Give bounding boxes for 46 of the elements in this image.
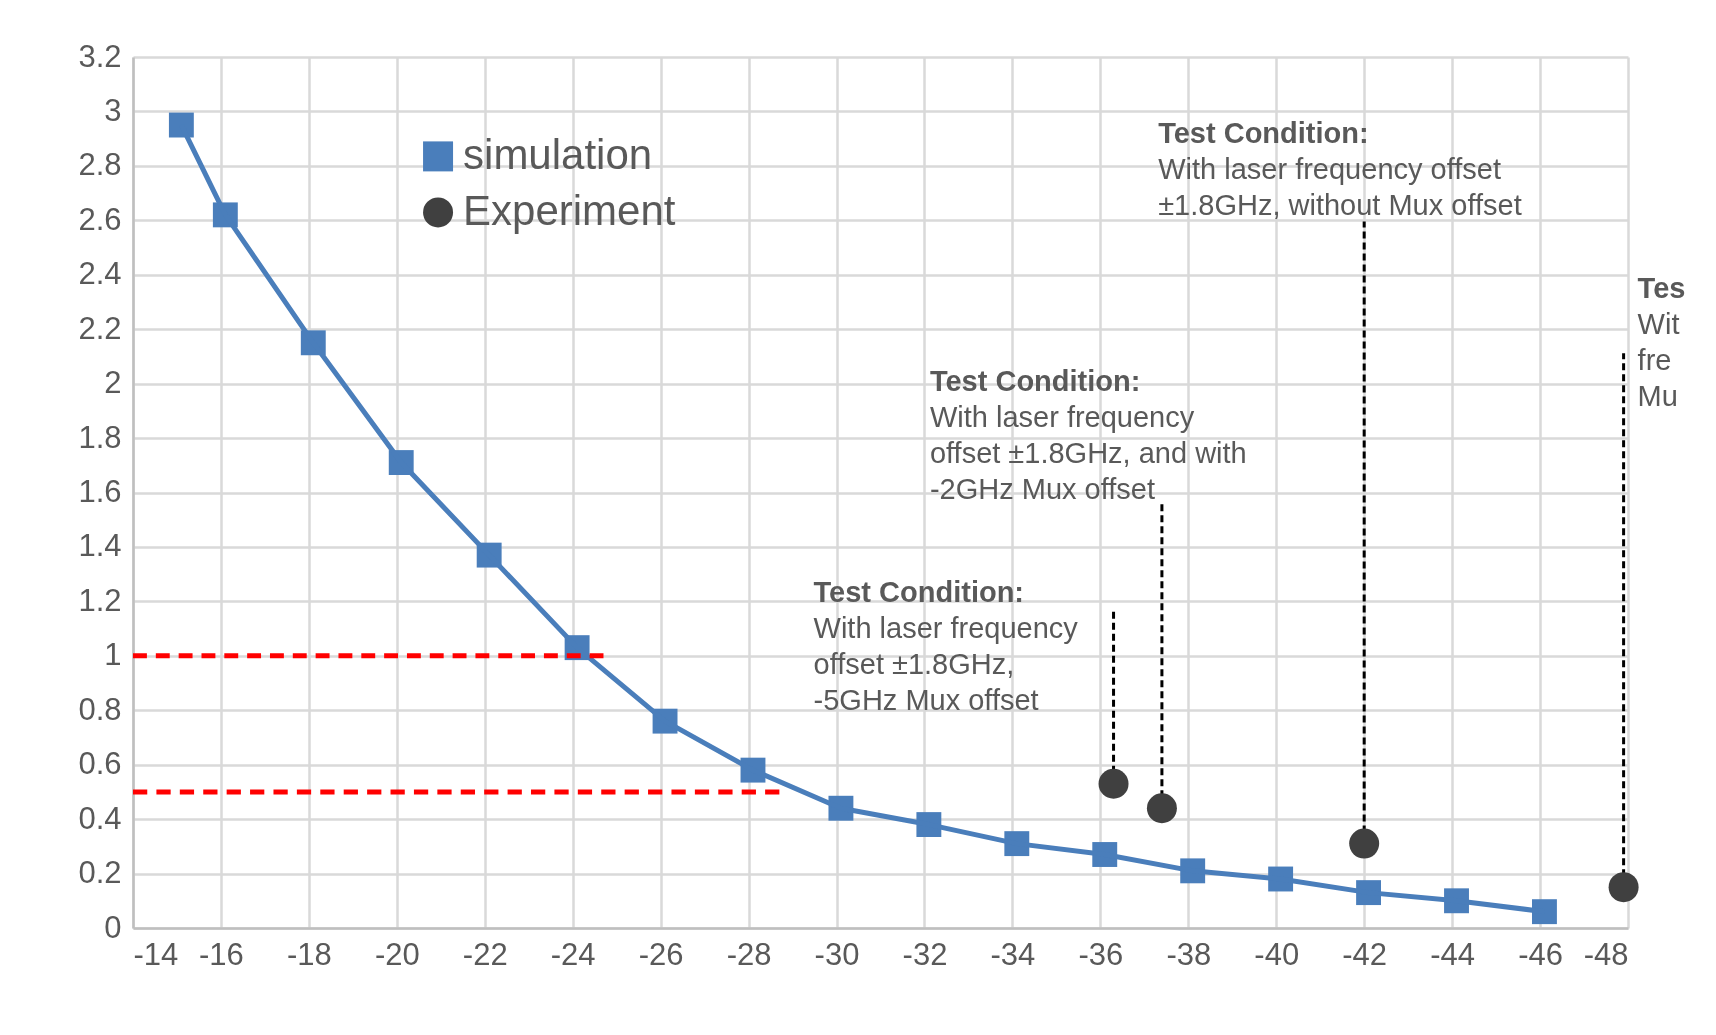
y-tick-label: 1.8	[78, 419, 122, 455]
point	[1146, 793, 1177, 824]
annotation: Tes Wit fre Mu	[1637, 272, 1686, 413]
point	[1532, 899, 1557, 925]
y-tick-label: 2.2	[78, 310, 122, 346]
x-tick-label: -48	[1583, 936, 1629, 972]
y-tick-label: 1.2	[78, 582, 122, 618]
legend-label: simulation	[463, 131, 653, 179]
y-tick-label: 0.8	[78, 691, 122, 727]
x-tick-label: -32	[902, 936, 948, 972]
point	[1349, 828, 1380, 859]
x-tick-label: -28	[726, 936, 772, 972]
y-tick-label: 2.8	[78, 147, 122, 183]
x-tick-label: -36	[1078, 936, 1124, 972]
x-tick-label: -38	[1166, 936, 1212, 972]
y-tick-label: 3.2	[78, 38, 122, 74]
point	[1608, 872, 1639, 903]
annotation: Test Condition: With laser frequency offset ±1.8GHz, -5GHz Mux offset	[813, 575, 1079, 716]
x-tick-label: -16	[199, 936, 244, 972]
point	[1098, 768, 1129, 799]
y-tick-label: 1.4	[78, 528, 122, 564]
x-tick-label: -26	[638, 936, 684, 972]
y-tick-label: 2.4	[78, 256, 122, 292]
x-tick-label: -24	[550, 936, 596, 972]
y-tick-label: 2.6	[78, 201, 122, 237]
annotation: Test Condition: With laser frequency offset ±1.8GHz, and with -2GHz Mux offset	[929, 365, 1247, 506]
x-tick-label: -42	[1342, 936, 1388, 972]
x-tick-label: -40	[1254, 936, 1300, 972]
y-tick-label: 0.6	[78, 746, 122, 782]
y-tick-label: 3	[104, 92, 122, 128]
legend-label: Experiment	[463, 187, 676, 235]
y-tick-label: 1.6	[78, 474, 122, 509]
annotation: Test Condition: With laser frequency offset ±1.8GHz, without Mux offset	[1158, 116, 1522, 221]
x-tick-label: -14	[133, 936, 179, 972]
x-tick-label: -44	[1430, 936, 1476, 972]
x-tick-label: -46	[1518, 936, 1563, 972]
x-tick-label: -22	[462, 936, 508, 972]
x-tick-label: -20	[374, 936, 420, 972]
y-tick-label: 1	[104, 637, 122, 673]
y-tick-label: 0.2	[78, 855, 122, 891]
y-tick-label: 2	[104, 365, 122, 401]
x-tick-label: -18	[286, 936, 332, 972]
x-tick-label: -30	[814, 936, 860, 972]
x-tick-label: -34	[990, 936, 1036, 972]
y-tick-label: 0.4	[78, 800, 122, 836]
y-tick-label: 0	[104, 909, 122, 945]
